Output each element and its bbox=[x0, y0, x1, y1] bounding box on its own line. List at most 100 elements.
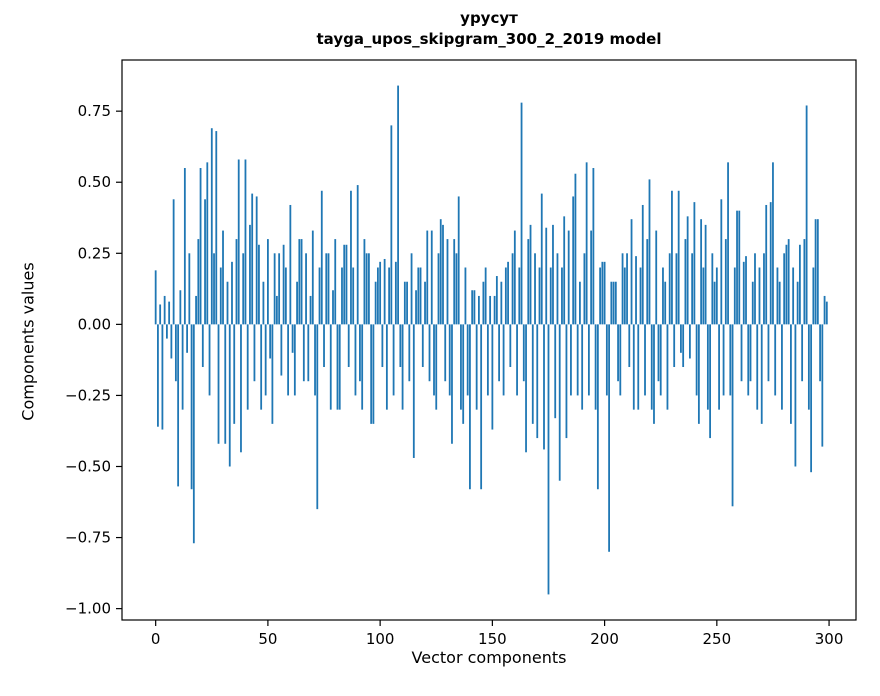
bar bbox=[821, 324, 824, 447]
bar bbox=[623, 267, 626, 325]
bar bbox=[592, 168, 595, 325]
bar bbox=[518, 267, 521, 325]
bar bbox=[614, 281, 617, 325]
bar bbox=[255, 196, 258, 325]
bar bbox=[318, 267, 321, 325]
bar bbox=[188, 253, 191, 325]
bar bbox=[435, 324, 438, 410]
bar bbox=[215, 131, 218, 325]
bar bbox=[570, 324, 572, 396]
bar bbox=[666, 324, 669, 410]
bar bbox=[253, 324, 256, 382]
bar bbox=[291, 324, 294, 353]
bar bbox=[323, 324, 325, 368]
bar bbox=[345, 244, 348, 325]
bar bbox=[742, 261, 745, 325]
bar bbox=[711, 253, 714, 325]
bar bbox=[816, 219, 819, 325]
bar bbox=[513, 230, 516, 325]
bar bbox=[738, 210, 741, 325]
bar bbox=[316, 324, 319, 510]
bar bbox=[453, 239, 456, 325]
chart-title-model: tayga_upos_skipgram_300_2_2019 model bbox=[316, 30, 662, 48]
bar bbox=[341, 267, 343, 325]
bar bbox=[480, 324, 483, 490]
bar bbox=[563, 216, 566, 325]
bar bbox=[446, 239, 449, 325]
bar bbox=[383, 258, 386, 325]
bar bbox=[379, 261, 382, 325]
bar bbox=[619, 324, 622, 396]
bar bbox=[545, 227, 548, 325]
bar bbox=[289, 204, 292, 325]
bar bbox=[801, 324, 804, 382]
chart-title: урусут tayga_upos_skipgram_300_2_2019 mo… bbox=[122, 8, 856, 50]
bar bbox=[531, 324, 534, 424]
bar bbox=[747, 324, 750, 396]
bar bbox=[469, 324, 471, 490]
bar bbox=[572, 196, 575, 325]
bar bbox=[653, 324, 655, 424]
bar bbox=[361, 324, 364, 410]
bar bbox=[204, 199, 206, 325]
bar bbox=[415, 290, 417, 325]
y-tick-label: 0.00 bbox=[78, 315, 111, 333]
bar bbox=[825, 301, 828, 325]
bar bbox=[448, 324, 451, 396]
bar bbox=[462, 324, 465, 424]
bar bbox=[639, 267, 642, 325]
bar bbox=[697, 324, 700, 424]
bar bbox=[682, 324, 685, 368]
bar bbox=[724, 239, 727, 325]
bar bbox=[534, 253, 536, 325]
bar bbox=[819, 324, 821, 382]
bar bbox=[758, 267, 761, 325]
bar bbox=[264, 324, 267, 396]
bar bbox=[522, 324, 525, 382]
x-tick-label: 150 bbox=[478, 630, 507, 648]
bar bbox=[807, 324, 810, 410]
bar bbox=[419, 267, 422, 325]
bar bbox=[439, 219, 442, 325]
bar bbox=[168, 301, 171, 325]
bar bbox=[390, 125, 393, 325]
x-ticks-group: 0 50 100 150 200 250 300 bbox=[151, 620, 843, 648]
bar bbox=[803, 239, 806, 325]
bar bbox=[796, 281, 799, 325]
bar bbox=[336, 324, 339, 410]
bar bbox=[356, 185, 359, 325]
bar bbox=[354, 324, 357, 396]
bar bbox=[769, 202, 772, 325]
bar bbox=[408, 324, 411, 382]
bar bbox=[258, 244, 260, 325]
bar bbox=[473, 290, 476, 325]
bar bbox=[668, 253, 671, 325]
bar bbox=[249, 224, 251, 325]
bar bbox=[810, 324, 813, 473]
bar bbox=[296, 281, 298, 325]
bar bbox=[599, 267, 602, 325]
bar bbox=[798, 244, 801, 325]
bar bbox=[267, 239, 269, 325]
bar bbox=[763, 253, 765, 325]
bar bbox=[498, 324, 500, 382]
bar bbox=[529, 224, 532, 325]
bar bbox=[650, 324, 653, 410]
bar bbox=[536, 324, 539, 439]
bar bbox=[778, 281, 781, 325]
bar bbox=[172, 199, 175, 325]
bar bbox=[520, 102, 523, 325]
bar bbox=[486, 324, 489, 396]
bar bbox=[574, 173, 577, 325]
bar bbox=[706, 324, 709, 410]
y-tick-label: −0.75 bbox=[65, 529, 111, 547]
bar bbox=[504, 267, 507, 325]
bar bbox=[334, 239, 337, 325]
bar bbox=[552, 224, 554, 325]
bar bbox=[565, 324, 568, 439]
bar bbox=[558, 324, 561, 481]
bar bbox=[206, 162, 209, 325]
bar bbox=[385, 324, 388, 410]
